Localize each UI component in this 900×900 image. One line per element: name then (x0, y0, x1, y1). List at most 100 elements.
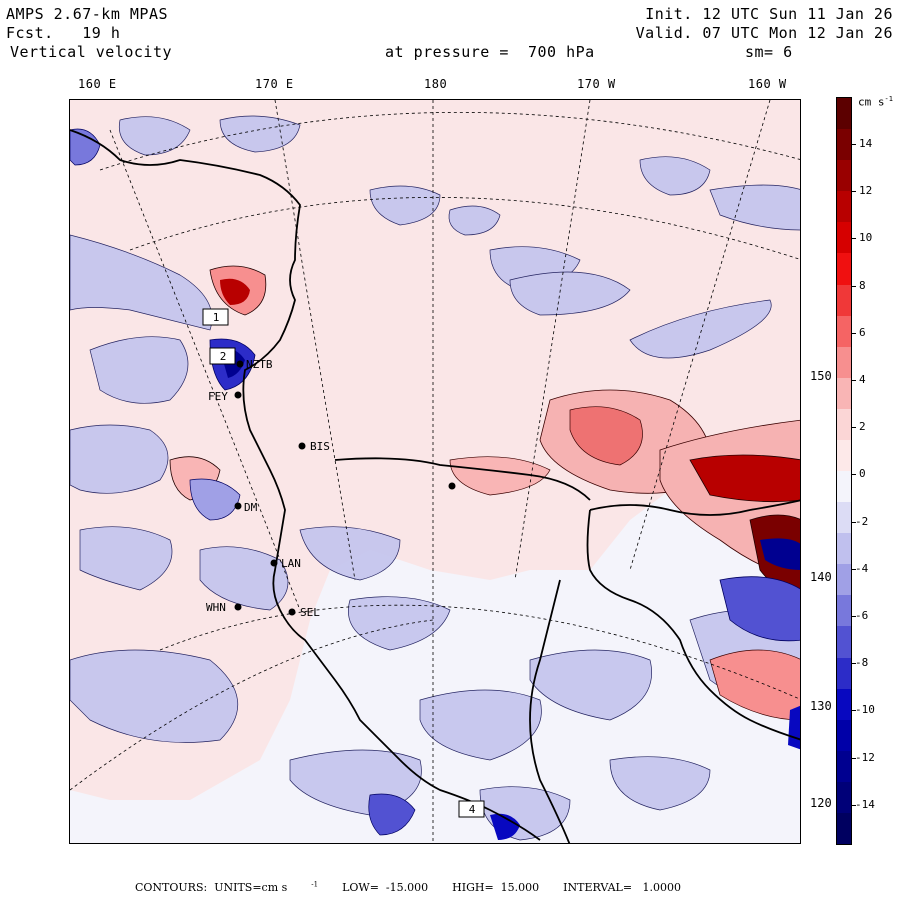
colorbar-tick-label: -4 (855, 561, 869, 575)
coastline (70, 129, 800, 843)
colorbar-tick (852, 427, 856, 429)
colorbar-tick-label: -2 (855, 514, 869, 528)
colorbar-segment (837, 98, 851, 130)
colorbar-segment (837, 315, 851, 348)
colorbar-tick (852, 191, 856, 193)
ascent-region-east (449, 389, 800, 750)
colorbar-tick (852, 521, 856, 523)
colorbar-tick (852, 568, 856, 570)
station-label: LAN (281, 557, 301, 570)
station-nztb: NZTB (236, 358, 273, 371)
colorbar-segment (837, 471, 851, 503)
lon-label-170e: 170 E (255, 77, 294, 91)
init-time: Init. 12 UTC Sun 11 Jan 26 (645, 5, 893, 23)
lon-label-160e: 160 E (78, 77, 117, 91)
colorbar-tick (852, 380, 856, 381)
box-marker-1-label: 1 (213, 311, 220, 324)
colorbar-units: cm s-1 (858, 95, 893, 109)
colorbar-tick (852, 332, 856, 334)
meridian-160e (109, 129, 301, 611)
colorbar-segment (837, 781, 851, 814)
station-label: WHN (206, 601, 226, 614)
colorbar-tick (852, 804, 856, 806)
smoothing: sm= 6 (745, 43, 793, 61)
box-marker-1: 1 (202, 308, 229, 326)
forecast-hour: Fcst. 19 h (6, 24, 121, 42)
station-whn: WHN (206, 601, 242, 614)
field-name: Vertical velocity (10, 43, 173, 61)
box-marker-4-label: 4 (469, 803, 476, 816)
colorbar-tick-label: -10 (855, 703, 875, 717)
station-dot (298, 442, 306, 450)
colorbar-tick-label: 0 (859, 467, 866, 481)
colorbar-segment (837, 595, 851, 627)
station-dot (288, 608, 296, 616)
colorbar-tick (852, 663, 856, 665)
colorbar-tick-label: -12 (855, 750, 875, 764)
model-title: AMPS 2.67-km MPAS (6, 5, 169, 23)
colorbar-tick-label: 4 (859, 373, 866, 386)
colorbar-units-exp: -1 (884, 95, 893, 103)
colorbar-tick-label: 12 (859, 184, 873, 198)
parallel-south-2 (70, 619, 434, 791)
colorbar-segment (837, 346, 851, 379)
parallel-north (99, 111, 800, 171)
colorbar-segment (837, 408, 851, 441)
colorbar-segment (837, 439, 851, 472)
station-label: BIS (310, 440, 330, 453)
colorbar-tick (852, 144, 856, 145)
contour-units-exp: -1 (311, 880, 319, 888)
meridian-170w (514, 100, 591, 581)
colorbar-tick-label: 14 (859, 137, 873, 150)
lon-label-170w: 170 W (577, 77, 616, 91)
contour-high: HIGH= 15.000 (452, 880, 540, 894)
box-marker-2-label: 2 (220, 350, 227, 363)
colorbar-segment (837, 719, 851, 752)
box-marker-2: 2 (209, 347, 236, 365)
station-lan: LAN (270, 557, 301, 570)
colorbar-segment (837, 253, 851, 285)
meridian-160w (629, 100, 771, 571)
contour-units: CONTOURS: UNITS=cm s -1 (135, 880, 319, 894)
colorbar-tick-label: 2 (859, 420, 866, 434)
colorbar-tick-label: -6 (855, 609, 869, 622)
map-panel: 1 2 4 NZTB FEY BIS DM LAN (69, 99, 801, 844)
colorbar-tick (852, 757, 856, 759)
colorbar-tick (852, 285, 856, 287)
station-dm: DM (234, 501, 258, 514)
station-dot (270, 559, 278, 567)
pressure-level: at pressure = 700 hPa (385, 43, 595, 61)
colorbar-segment (837, 688, 851, 721)
colorbar-segment (837, 626, 851, 658)
parallel-south (159, 604, 800, 700)
station-sel: SEL (288, 606, 320, 619)
colorbar-segment (837, 191, 851, 223)
colorbar-tick-label: -14 (855, 797, 875, 811)
parallel-mid (129, 196, 800, 260)
colorbar-tick-label: 10 (859, 231, 873, 245)
station-dot (234, 603, 242, 611)
box-marker-4: 4 (458, 800, 485, 818)
contour-info: CONTOURS: UNITS=cm s -1 LOW= -15.000 HIGH= … (135, 880, 705, 894)
colorbar-segment (837, 533, 851, 565)
colorbar-segment (837, 564, 851, 596)
colorbar-tick (852, 238, 856, 240)
map-canvas: 1 2 4 NZTB FEY BIS DM LAN (70, 100, 800, 843)
colorbar-tick (852, 710, 856, 712)
colorbar-segment (837, 284, 851, 317)
contour-low: LOW= -15.000 (342, 880, 429, 894)
contour-interval: INTERVAL= 1.0000 (563, 880, 682, 894)
weak-downward-patches (70, 115, 800, 841)
station-unlabeled-east (448, 482, 456, 490)
lon-label-160w: 160 W (748, 77, 787, 91)
colorbar-segment (837, 502, 851, 534)
station-label: NZTB (246, 358, 273, 371)
station-fey: FEY (208, 390, 242, 403)
colorbar (836, 97, 852, 845)
station-dot (234, 502, 242, 510)
colorbar-segment (837, 222, 851, 254)
station-label: DM (244, 501, 258, 514)
colorbar-segment (837, 160, 851, 192)
colorbar-segment (837, 812, 851, 845)
station-dot (236, 360, 244, 368)
